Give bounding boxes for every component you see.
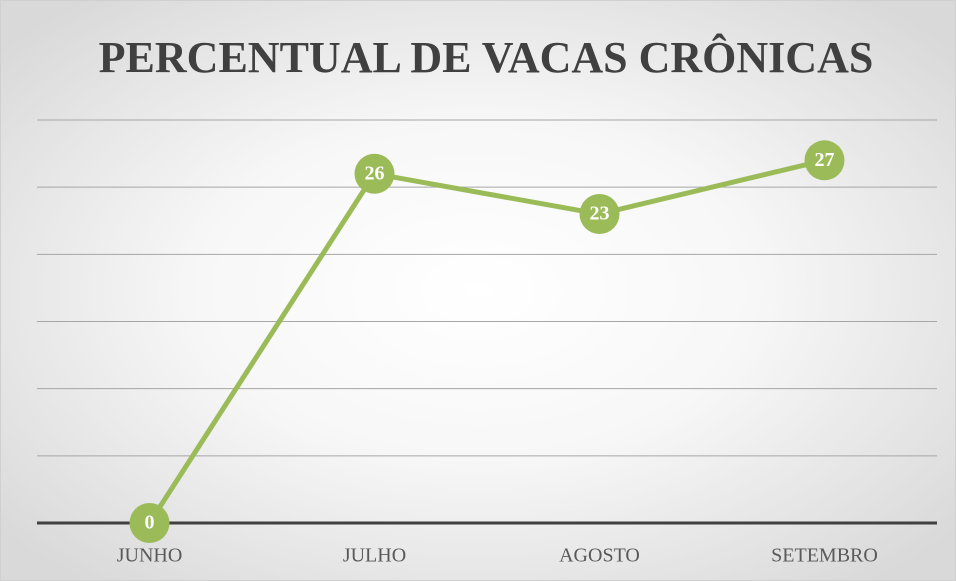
marker [804, 140, 845, 181]
data-label: 0 [145, 512, 155, 534]
x-tick-label: AGOSTO [559, 545, 640, 567]
x-tick-label: JULHO [343, 545, 406, 567]
line [147, 157, 826, 525]
data-label: 26 [365, 162, 385, 184]
x-tick-label: SETEMBRO [771, 545, 878, 567]
x-tick-label: JUNHO [117, 545, 183, 567]
data-label: 27 [815, 149, 835, 171]
marker [129, 503, 170, 543]
chart-title: PERCENTUAL DE VACAS CRÔNICAS [99, 33, 874, 82]
marker [354, 153, 395, 194]
marker [579, 194, 620, 235]
data-label: 23 [590, 203, 610, 225]
